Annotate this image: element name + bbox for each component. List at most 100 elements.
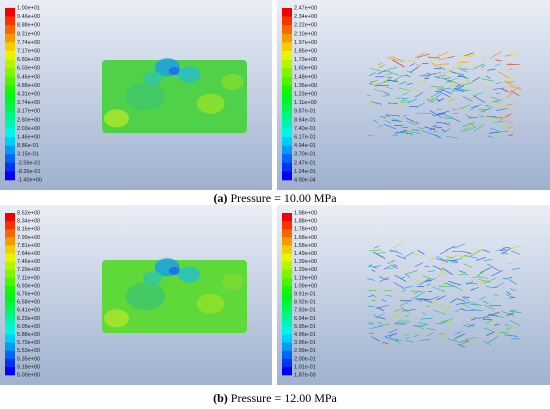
velocity-vector bbox=[409, 66, 419, 73]
velocity-vector bbox=[493, 282, 505, 289]
velocity-vector bbox=[386, 114, 401, 117]
colorbar-band bbox=[5, 237, 15, 246]
velocity-vector bbox=[484, 115, 497, 123]
colorbar-band bbox=[282, 350, 292, 360]
colorbar-band bbox=[282, 261, 292, 270]
velocity-vector bbox=[438, 283, 449, 286]
colorbar-band bbox=[5, 366, 15, 376]
velocity-vector bbox=[447, 56, 455, 59]
velocity-vector bbox=[414, 52, 425, 59]
velocity-vector bbox=[487, 263, 500, 272]
velocity-vector bbox=[429, 110, 441, 118]
colorbar-label: 5.53e+00 bbox=[17, 348, 40, 354]
velocity-vector bbox=[504, 54, 512, 57]
velocity-vector bbox=[393, 281, 405, 289]
velocity-vector bbox=[465, 126, 476, 132]
velocity-vector bbox=[441, 77, 452, 83]
colorbar-band bbox=[282, 326, 292, 335]
velocity-vector bbox=[505, 93, 513, 98]
velocity-vector bbox=[446, 256, 454, 259]
velocity-vector bbox=[406, 340, 414, 343]
colorbar-band bbox=[5, 221, 15, 230]
velocity-vector bbox=[478, 276, 488, 279]
velocity-vector bbox=[376, 251, 386, 254]
velocity-vector bbox=[479, 269, 487, 274]
velocity-vector bbox=[382, 341, 389, 345]
velocity-vector bbox=[378, 124, 383, 128]
velocity-vector bbox=[462, 124, 468, 128]
velocity-vector bbox=[455, 302, 469, 305]
colorbar-label: 5.88e+00 bbox=[17, 332, 40, 338]
colorbar-label: -1.40e+00 bbox=[17, 177, 42, 183]
velocity-vector bbox=[483, 86, 489, 90]
colorbar-band bbox=[282, 358, 292, 368]
velocity-vector bbox=[465, 336, 477, 341]
velocity-vector bbox=[382, 95, 389, 97]
caption-text: Pressure = 10.00 MPa bbox=[230, 191, 337, 205]
velocity-vector bbox=[509, 310, 522, 314]
colorbar-label: 1.46e+00 bbox=[17, 134, 40, 140]
velocity-vector bbox=[431, 93, 442, 101]
velocity-vector bbox=[430, 298, 441, 305]
colorbar-label: 6.76e+00 bbox=[17, 291, 40, 297]
colorbar-band bbox=[5, 269, 15, 279]
velocity-vector bbox=[440, 89, 452, 94]
velocity-vector bbox=[440, 117, 452, 119]
velocity-vector bbox=[444, 77, 452, 79]
colorbar-band bbox=[5, 253, 15, 262]
colorbar-band bbox=[5, 102, 15, 112]
velocity-vector bbox=[460, 126, 470, 133]
velocity-vector bbox=[368, 322, 374, 325]
colorbar-label: 3.74e+00 bbox=[17, 100, 40, 106]
velocity-vector bbox=[471, 76, 480, 83]
velocity-vector bbox=[386, 56, 399, 62]
velocity-vector bbox=[505, 294, 514, 298]
velocity-vector bbox=[470, 249, 482, 257]
velocity-vector bbox=[509, 296, 516, 299]
panel-b-velocity: 1.98e+00 1.88e+00 1.78e+00 1.68e+00 1.58e+00… bbox=[277, 205, 550, 385]
velocity-vector bbox=[438, 303, 447, 310]
velocity-vector bbox=[426, 332, 435, 337]
velocity-vector bbox=[449, 298, 457, 304]
colorbar-label: 5.70e+00 bbox=[17, 340, 40, 346]
colorbar-band bbox=[282, 154, 292, 164]
colorbar-band bbox=[282, 310, 292, 319]
velocity-vector bbox=[491, 323, 496, 327]
colorbar-label: 1.39e+00 bbox=[294, 259, 317, 265]
colorbar-label: -8.26e-01 bbox=[17, 169, 41, 175]
velocity-vector bbox=[380, 254, 385, 258]
velocity-vector bbox=[425, 73, 431, 75]
velocity-vector bbox=[373, 89, 385, 92]
panel-a-pressure: 1.00e+01 9.46e+00 8.88e+00 8.31e+00 7.74e+00… bbox=[0, 0, 272, 190]
velocity-vector bbox=[467, 323, 475, 328]
colorbar-band bbox=[5, 310, 15, 319]
velocity-vector bbox=[432, 112, 446, 117]
colorbar-band bbox=[5, 162, 15, 172]
velocity-vector bbox=[485, 75, 491, 79]
velocity-vector bbox=[445, 135, 459, 139]
velocity-vector bbox=[470, 288, 475, 291]
colorbar-label: 7.40e-01 bbox=[294, 126, 316, 132]
velocity-vector bbox=[487, 98, 497, 105]
velocity-vector bbox=[375, 264, 381, 268]
velocity-vector bbox=[394, 338, 403, 341]
velocity-vector bbox=[419, 338, 430, 342]
velocity-vector bbox=[460, 308, 466, 311]
colorbar-band bbox=[282, 16, 292, 26]
velocity-vector bbox=[416, 102, 425, 108]
colorbar-band bbox=[282, 229, 292, 238]
velocity-vector bbox=[447, 98, 455, 103]
velocity-vector bbox=[459, 253, 471, 259]
velocity-vector bbox=[504, 334, 518, 337]
velocity-vector bbox=[493, 294, 499, 296]
velocity-vector bbox=[500, 88, 509, 93]
velocity-vector bbox=[406, 70, 413, 74]
velocity-vector bbox=[453, 333, 466, 340]
velocity-vector bbox=[391, 55, 405, 63]
velocity-vector bbox=[388, 328, 398, 334]
velocity-vector bbox=[483, 316, 491, 319]
velocity-vector bbox=[377, 70, 386, 75]
velocity-vector bbox=[390, 260, 397, 263]
contour-field bbox=[102, 260, 247, 333]
